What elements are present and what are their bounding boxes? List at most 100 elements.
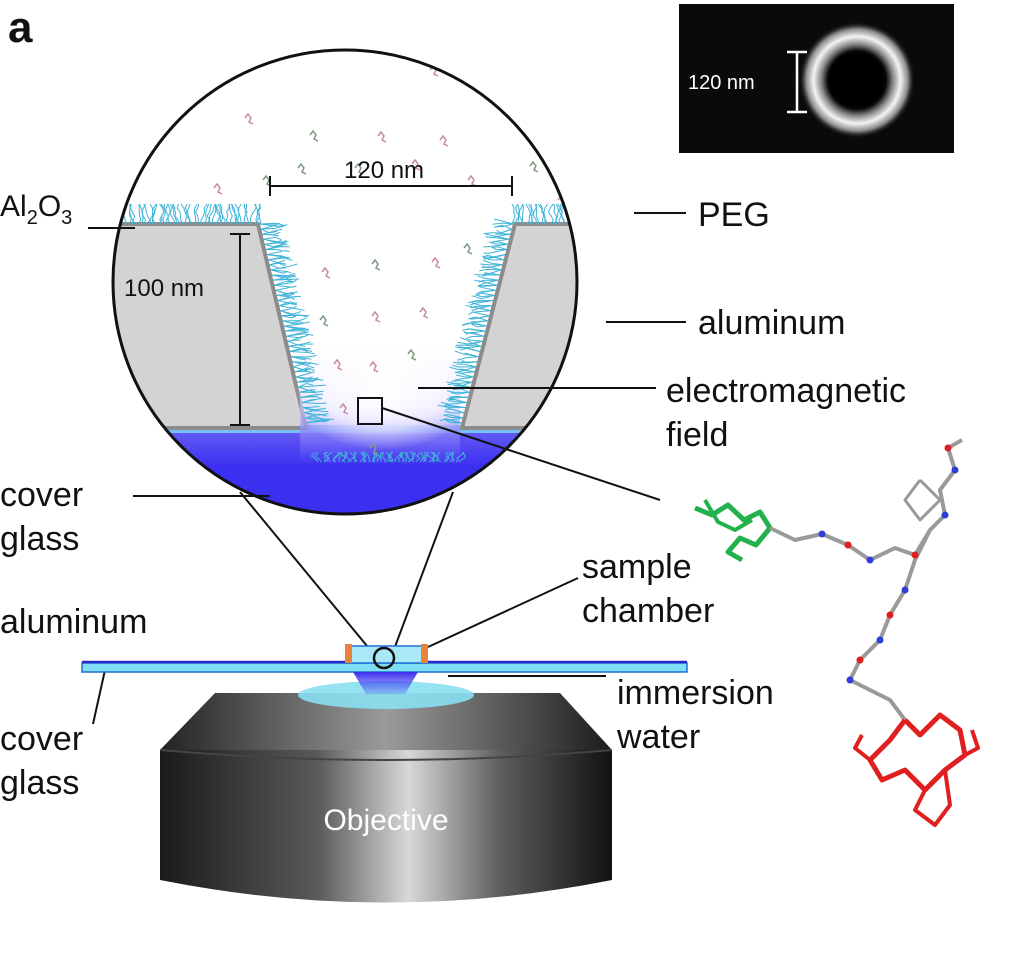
- peg-strand: [482, 259, 503, 266]
- label-immersion-line1: immersion: [617, 674, 774, 712]
- peg-strand: [352, 451, 358, 463]
- peg-strand: [194, 203, 200, 225]
- peg-strand: [483, 232, 511, 235]
- peg-strand: [455, 344, 482, 347]
- peg-strand: [471, 320, 488, 323]
- peg-strand: [298, 382, 314, 388]
- peg-strand: [455, 346, 480, 352]
- immersion-water-drop: [298, 681, 474, 709]
- diffusing-molecule: [529, 160, 539, 173]
- peg-strand: [286, 334, 309, 339]
- zoom-line-right: [392, 491, 454, 653]
- peg-strand: [301, 402, 327, 405]
- peg-strand: [98, 204, 102, 224]
- well-width-dimension: 120 nm: [269, 157, 513, 196]
- peg-strand: [259, 222, 284, 226]
- label-cover-glass-bottom-line1: cover: [0, 720, 83, 758]
- peg-strand: [446, 390, 470, 393]
- diffusing-molecule: [463, 242, 473, 255]
- diffusing-molecule: [371, 258, 381, 271]
- nitrogen-atom: [941, 511, 949, 519]
- label-cover-glass-top-line2: glass: [0, 520, 79, 558]
- peg-strand: [450, 391, 470, 395]
- peg-strand: [265, 249, 282, 251]
- peg-strand: [490, 238, 510, 244]
- peg-strand: [493, 218, 514, 225]
- peptide-backbone-upper: [769, 438, 963, 562]
- peg-strand: [269, 259, 286, 266]
- peg-strand: [344, 451, 351, 463]
- diffusing-molecule: [213, 182, 223, 195]
- label-em-field-line1: electromagnetic: [666, 372, 906, 410]
- peg-strand: [160, 203, 169, 225]
- peg-strand: [515, 203, 520, 225]
- peg-strand: [483, 255, 504, 261]
- peg-strand: [304, 407, 326, 414]
- peg-strand: [476, 289, 496, 295]
- peg-strand: [298, 384, 326, 388]
- peg-strand: [445, 408, 465, 414]
- peg-strand: [286, 331, 309, 337]
- peg-strand: [261, 225, 285, 230]
- peg-strand: [293, 361, 307, 368]
- label-immersion-line2: water: [616, 718, 700, 756]
- peg-strand: [530, 203, 537, 225]
- peg-strand: [455, 451, 464, 463]
- peg-strand: [306, 419, 330, 424]
- peg-strand: [467, 340, 482, 347]
- peg-strand: [287, 335, 303, 342]
- peg-strand: [464, 352, 479, 358]
- peg-strand: [267, 254, 291, 259]
- diffusing-molecule: [244, 112, 254, 125]
- peg-strand: [282, 320, 301, 324]
- peg-strand: [264, 239, 283, 245]
- peg-strand: [206, 203, 216, 225]
- peg-strand: [451, 376, 474, 383]
- peg-strand: [276, 293, 295, 297]
- peg-strand: [578, 204, 582, 224]
- peg-strand: [281, 314, 297, 319]
- peg-strand: [310, 451, 319, 463]
- peg-strand: [289, 351, 315, 355]
- peg-strand: [279, 305, 305, 311]
- diffusing-molecule: [371, 310, 381, 323]
- peg-strand: [323, 451, 329, 463]
- peg-strand: [467, 299, 494, 304]
- diffusing-molecule: [354, 162, 364, 175]
- chamber-spacer-left: [345, 644, 352, 663]
- peg-strand: [292, 361, 313, 365]
- peg-strand: [482, 264, 503, 269]
- peg-strand: [301, 397, 323, 403]
- diffusing-molecule: [411, 158, 421, 171]
- peg-strand: [230, 203, 238, 225]
- peg-strand: [200, 203, 208, 224]
- peg-strand: [282, 317, 307, 322]
- leader-sample-chamber: [427, 577, 579, 648]
- peg-strand: [294, 367, 309, 373]
- label-sample-chamber-line2: chamber: [582, 592, 714, 630]
- peg-strand: [481, 266, 502, 271]
- peg-strand: [288, 341, 311, 347]
- peg-strand: [437, 404, 466, 409]
- peptide-side-chain: [903, 478, 942, 522]
- peg-layer-walls: [259, 218, 514, 463]
- diffusing-molecules: [213, 64, 577, 455]
- peg-strand: [271, 274, 296, 278]
- peg-strand: [236, 203, 242, 225]
- nitrogen-atom: [866, 556, 874, 564]
- peg-strand: [193, 203, 198, 225]
- peg-strand: [539, 203, 546, 225]
- peg-strand: [362, 451, 367, 463]
- peg-strand: [488, 241, 508, 245]
- peg-strand: [465, 335, 484, 339]
- peg-strand: [471, 294, 495, 300]
- peg-strand: [206, 203, 212, 225]
- peg-strand: [303, 405, 320, 409]
- peg-strand: [149, 203, 157, 225]
- peg-strand: [440, 401, 467, 405]
- zoom-origin-circle: [372, 646, 396, 670]
- peg-strand: [146, 203, 158, 225]
- magnified-circle-outline: [111, 48, 579, 516]
- peg-strand: [599, 204, 603, 224]
